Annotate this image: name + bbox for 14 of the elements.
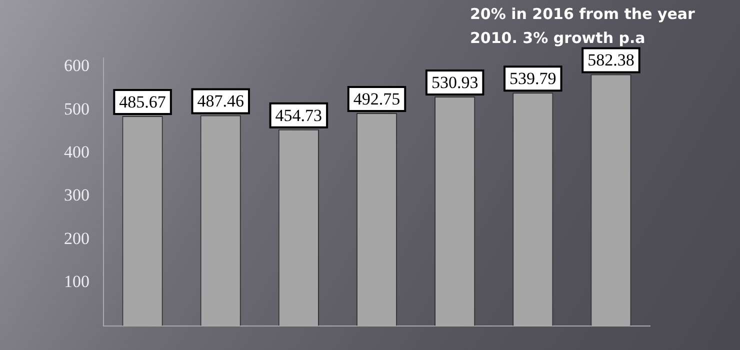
text: 20% in 2016 from the year 2010. 3% growth p.a [470, 4, 696, 49]
y-tick-label: 400 [64, 142, 90, 162]
y-tick-label: 300 [64, 186, 90, 205]
y-tick-label: 200 [64, 228, 90, 248]
y-tick-label: 100 [64, 272, 90, 292]
data-label: 530.93 [431, 72, 478, 92]
y-tick-label: 600 [64, 56, 90, 76]
data-label: 487.46 [197, 92, 244, 111]
y-tick-label: 500 [64, 99, 90, 118]
data-label: 485.67 [119, 92, 166, 112]
data-label: 492.75 [353, 89, 400, 108]
data-label: 582.38 [588, 50, 634, 70]
data-label: 454.73 [275, 106, 322, 125]
data-label: 539.79 [510, 69, 556, 88]
